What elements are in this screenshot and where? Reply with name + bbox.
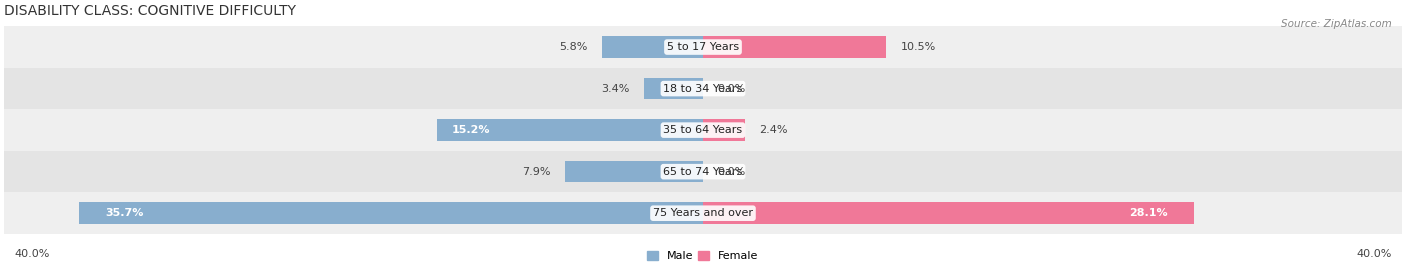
Text: 40.0%: 40.0% [1357,249,1392,259]
Bar [79,202,703,224]
Bar [602,36,703,58]
Bar [565,161,703,183]
Text: 18 to 34 Years: 18 to 34 Years [664,84,742,94]
Bar [4,68,1402,109]
Bar [644,78,703,99]
Text: 3.4%: 3.4% [602,84,630,94]
Text: 0.0%: 0.0% [717,84,745,94]
Legend: Male, Female: Male, Female [643,247,763,266]
Text: 5 to 17 Years: 5 to 17 Years [666,42,740,52]
Text: 65 to 74 Years: 65 to 74 Years [664,167,742,177]
Bar [703,36,886,58]
Text: 35.7%: 35.7% [105,208,143,218]
Text: Source: ZipAtlas.com: Source: ZipAtlas.com [1281,19,1392,29]
Text: 5.8%: 5.8% [560,42,588,52]
Text: 2.4%: 2.4% [759,125,787,135]
Text: 15.2%: 15.2% [451,125,489,135]
Bar [4,26,1402,68]
Text: DISABILITY CLASS: COGNITIVE DIFFICULTY: DISABILITY CLASS: COGNITIVE DIFFICULTY [4,4,297,18]
Text: 0.0%: 0.0% [717,167,745,177]
Text: 10.5%: 10.5% [900,42,935,52]
Text: 35 to 64 Years: 35 to 64 Years [664,125,742,135]
Bar [4,193,1402,234]
Bar [437,119,703,141]
Bar [4,151,1402,193]
Text: 75 Years and over: 75 Years and over [652,208,754,218]
Bar [703,119,745,141]
Text: 40.0%: 40.0% [14,249,49,259]
Bar [703,202,1194,224]
Bar [4,109,1402,151]
Text: 7.9%: 7.9% [523,167,551,177]
Text: 28.1%: 28.1% [1129,208,1168,218]
